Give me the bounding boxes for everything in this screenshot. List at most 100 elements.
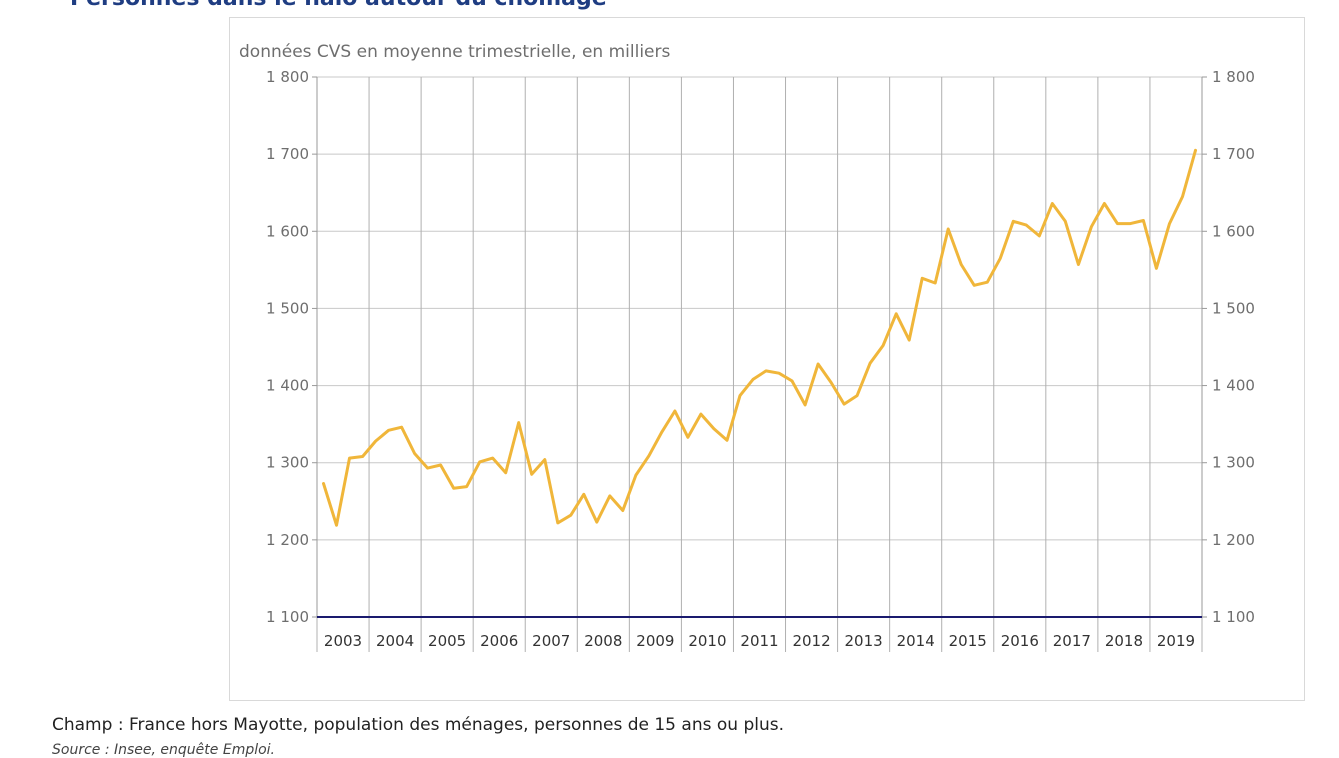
data-point: [1103, 202, 1106, 205]
grid-lines: [316, 76, 1203, 652]
x-tick-label-2018: 2018: [1105, 632, 1143, 650]
data-point: [842, 402, 846, 406]
data-point: [530, 473, 533, 476]
x-tick-label-2003: 2003: [324, 632, 362, 650]
footnote: Champ : France hors Mayotte, population …: [52, 715, 784, 735]
x-tick-label-2009: 2009: [636, 632, 674, 650]
y-axis-unit-label: données CVS en moyenne trimestrielle, en…: [239, 42, 671, 62]
x-tick-label-2019: 2019: [1157, 632, 1195, 650]
data-point: [686, 436, 690, 439]
chart-frame: [229, 17, 1305, 701]
data-point: [517, 421, 520, 424]
y-tick-label-right: 1 800: [1212, 68, 1255, 86]
data-point: [816, 362, 820, 366]
data-point: [1194, 149, 1197, 152]
x-tick-label-2016: 2016: [1001, 632, 1039, 650]
data-point: [934, 281, 937, 285]
y-tick-label-left: 1 300: [266, 454, 309, 472]
tick-labels: 1 100 1 100 1 200 1 200 1 300 1 300 1 400 1 400…: [266, 68, 1255, 650]
data-point: [1181, 195, 1184, 198]
data-point: [1038, 234, 1041, 238]
y-tick-label-left: 1 100: [266, 608, 309, 626]
y-tick-label-right: 1 100: [1212, 608, 1255, 626]
page-title: Personnes dans le halo autour du chômage: [70, 0, 607, 11]
data-point: [478, 460, 481, 464]
x-tick-label-2011: 2011: [740, 632, 778, 650]
data-point: [361, 455, 364, 458]
data-point: [881, 344, 885, 347]
data-point: [465, 485, 468, 488]
x-tick-label-2005: 2005: [428, 632, 466, 650]
data-point: [725, 439, 729, 442]
data-point: [335, 524, 338, 527]
y-tick-label-right: 1 700: [1212, 145, 1255, 163]
data-point: [387, 429, 390, 432]
y-tick-label-left: 1 200: [266, 531, 309, 549]
data-point: [1142, 219, 1145, 222]
data-point: [634, 473, 638, 477]
data-point: [491, 456, 494, 460]
axes: [312, 76, 1207, 618]
x-tick-label-2006: 2006: [480, 632, 518, 650]
data-point: [973, 284, 976, 287]
data-point: [1051, 202, 1054, 205]
data-point: [895, 312, 898, 315]
data-point: [621, 509, 624, 512]
data-point: [908, 338, 911, 342]
data-point: [999, 257, 1002, 260]
data-point: [777, 372, 781, 375]
data-point: [556, 521, 559, 525]
data-point: [452, 487, 455, 490]
x-tick-label-2017: 2017: [1053, 632, 1091, 650]
series-line: [322, 148, 1197, 527]
data-point: [543, 458, 546, 461]
data-point: [712, 427, 716, 430]
data-point: [764, 369, 768, 373]
series-layer: [322, 148, 1197, 527]
x-tick-label-2004: 2004: [376, 632, 414, 650]
data-point: [322, 482, 325, 485]
data-point: [582, 493, 585, 496]
data-point: [673, 409, 677, 413]
data-point: [1155, 267, 1158, 270]
data-point: [1168, 222, 1171, 225]
y-tick-label-left: 1 400: [266, 377, 309, 395]
data-point: [400, 426, 403, 429]
y-tick-label-right: 1 400: [1212, 377, 1255, 395]
data-point: [921, 277, 924, 280]
data-point: [595, 520, 598, 524]
x-tick-label-2015: 2015: [949, 632, 987, 650]
data-point: [1012, 220, 1015, 223]
x-tick-label-2014: 2014: [897, 632, 935, 650]
data-point: [348, 456, 351, 460]
data-point: [647, 454, 651, 457]
data-point: [1025, 223, 1028, 227]
y-tick-label-right: 1 600: [1212, 222, 1255, 240]
source-note: Source : Insee, enquête Emploi.: [52, 742, 276, 758]
data-point: [569, 514, 572, 517]
data-point: [1077, 263, 1080, 266]
data-point: [699, 412, 703, 416]
y-tick-label-right: 1 500: [1212, 299, 1255, 317]
data-point: [426, 466, 429, 470]
data-point: [1064, 220, 1067, 223]
x-tick-label-2007: 2007: [532, 632, 570, 650]
data-point: [986, 281, 989, 284]
x-tick-label-2008: 2008: [584, 632, 622, 650]
data-point: [374, 439, 377, 443]
data-point: [1129, 222, 1132, 225]
y-tick-label-left: 1 700: [266, 145, 309, 163]
data-point: [751, 378, 755, 381]
data-point: [855, 394, 859, 397]
data-point: [660, 430, 664, 434]
data-point: [947, 227, 950, 231]
x-tick-label-2010: 2010: [688, 632, 726, 650]
data-point: [960, 263, 963, 266]
data-point: [803, 403, 807, 407]
y-tick-label-left: 1 500: [266, 299, 309, 317]
data-point: [868, 362, 872, 365]
y-tick-label-left: 1 600: [266, 222, 309, 240]
data-point: [439, 463, 442, 467]
y-tick-label-right: 1 300: [1212, 454, 1255, 472]
